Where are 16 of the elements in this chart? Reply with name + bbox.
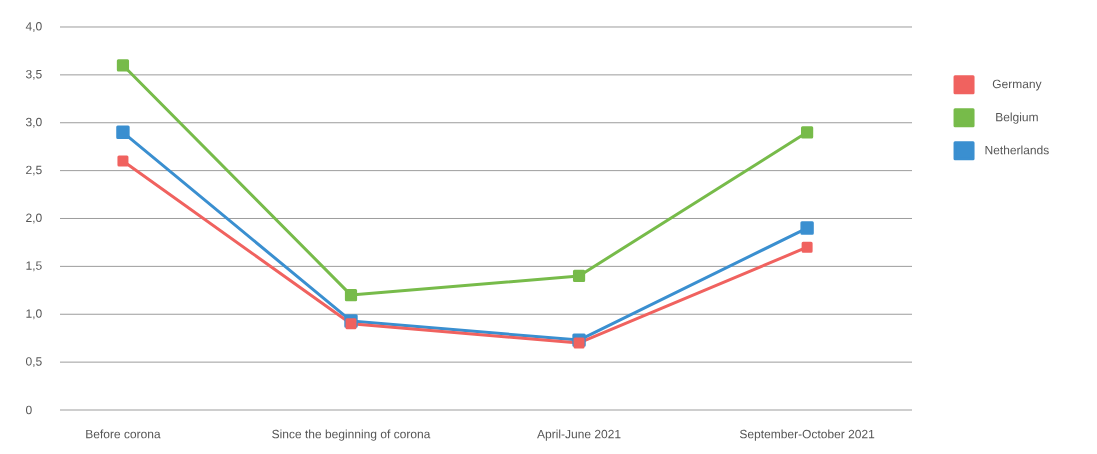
y-tick-label: 0,5: [25, 357, 42, 368]
legend-label: Germany: [992, 79, 1042, 91]
y-tick-label: 1,0: [26, 309, 42, 320]
x-tick-label: September-October 2021: [739, 429, 875, 441]
x-tick-label: April-June 2021: [537, 429, 621, 441]
legend-label: Belgium: [996, 112, 1038, 124]
y-tick-label: 3,5: [25, 69, 42, 80]
y-tick-label: 0: [25, 405, 32, 415]
y-tick-label: 1,5: [26, 261, 42, 272]
y-tick-label: 2,5: [26, 165, 42, 176]
y-tick-label: 4,0: [25, 22, 42, 32]
legend-label: Netherlands: [985, 145, 1049, 155]
x-tick-label: Since the beginning of corona: [272, 429, 431, 441]
y-tick-label: 3,0: [25, 117, 42, 128]
y-tick-label: 2,0: [26, 213, 42, 224]
x-tick-label: Before corona: [86, 429, 161, 439]
